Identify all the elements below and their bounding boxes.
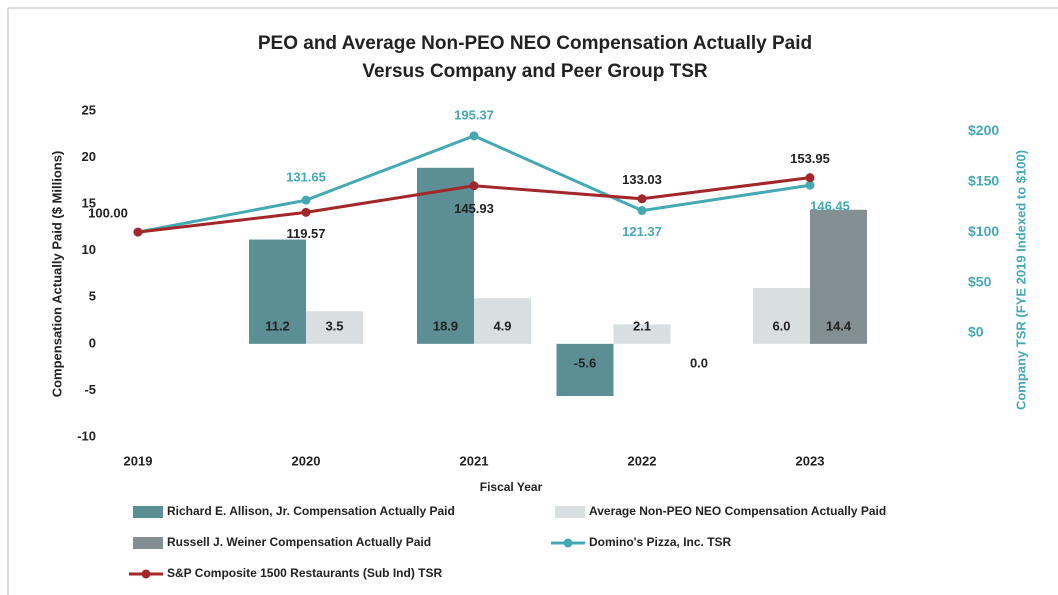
line-value-label: 119.57 xyxy=(286,226,325,241)
x-tick-label: 2021 xyxy=(460,453,489,468)
x-tick-label: 2023 xyxy=(796,453,825,468)
bar-value-label: 0.0 xyxy=(690,355,708,370)
legend-swatch xyxy=(133,506,163,518)
y2-axis-label: Company TSR (FYE 2019 Indexed to $100) xyxy=(1013,150,1028,410)
bar-value-label: 2.1 xyxy=(633,318,651,333)
line-point xyxy=(301,207,311,217)
line-value-label: 121.37 xyxy=(622,224,662,239)
bar xyxy=(810,209,867,344)
bar-value-label: 11.2 xyxy=(265,318,290,333)
bar xyxy=(306,311,363,344)
line-value-label: 133.03 xyxy=(622,172,662,187)
y2-tick-label: $0 xyxy=(968,324,984,340)
bar-value-label: 4.9 xyxy=(493,318,511,333)
line-point xyxy=(469,131,479,141)
line-point xyxy=(301,195,311,205)
bar-value-label: 3.5 xyxy=(325,318,343,333)
legend-swatch xyxy=(555,506,585,518)
x-axis-label: Fiscal Year xyxy=(480,480,543,494)
line-value-label: 195.37 xyxy=(454,107,494,122)
legend-label: Average Non-PEO NEO Compensation Actuall… xyxy=(589,504,886,518)
bar xyxy=(613,324,671,344)
line-point xyxy=(469,181,479,191)
line-point xyxy=(637,194,647,204)
bar-value-label: 6.0 xyxy=(772,318,790,333)
y-tick-label: 5 xyxy=(89,289,96,304)
bar xyxy=(556,343,614,397)
legend-label: S&P Composite 1500 Restaurants (Sub Ind)… xyxy=(167,566,443,580)
legend-swatch xyxy=(133,537,163,549)
y2-tick-label: $50 xyxy=(968,273,992,289)
y2-tick-label: $100 xyxy=(968,223,999,239)
y-tick-label: -5 xyxy=(84,382,96,397)
y-tick-label: 0 xyxy=(89,335,96,350)
y-tick-label: 10 xyxy=(82,242,96,257)
y-axis-label: Compensation Actually Paid ($ Millions) xyxy=(49,151,64,398)
line-value-label: 145.93 xyxy=(454,201,494,216)
line-value-label: 146.45 xyxy=(810,199,850,214)
bar-value-label: 14.4 xyxy=(826,318,852,333)
bar xyxy=(474,298,531,344)
y2-tick-label: $200 xyxy=(968,122,999,138)
y-tick-label: 20 xyxy=(82,149,96,164)
legend-label: Russell J. Weiner Compensation Actually … xyxy=(167,535,431,549)
chart-title: PEO and Average Non-PEO NEO Compensation… xyxy=(258,33,812,54)
line-point xyxy=(805,180,815,190)
line-point xyxy=(637,206,647,216)
legend-swatch xyxy=(563,538,573,548)
y2-tick-label: $150 xyxy=(968,172,999,188)
chart-title: Versus Company and Peer Group TSR xyxy=(362,61,708,82)
legend-label: Richard E. Allison, Jr. Compensation Act… xyxy=(167,504,455,518)
bar-value-label: 18.9 xyxy=(433,318,458,333)
bar xyxy=(753,287,810,344)
bar xyxy=(417,167,474,344)
y-tick-label: 15 xyxy=(82,196,96,211)
bar xyxy=(249,239,306,344)
line-point xyxy=(805,173,815,183)
line-value-label: 131.65 xyxy=(286,170,326,185)
line-value-label: 153.95 xyxy=(790,151,830,166)
y-tick-label: -10 xyxy=(77,428,96,443)
line-point xyxy=(133,227,143,237)
legend-label: Domino's Pizza, Inc. TSR xyxy=(589,535,732,549)
x-tick-label: 2022 xyxy=(628,453,657,468)
x-tick-label: 2019 xyxy=(124,453,153,468)
x-tick-label: 2020 xyxy=(292,453,321,468)
line-value-label: 100.00 xyxy=(88,206,128,221)
bar-value-label: -5.6 xyxy=(574,355,596,370)
y-tick-label: 25 xyxy=(82,102,96,117)
legend-swatch xyxy=(141,569,151,579)
